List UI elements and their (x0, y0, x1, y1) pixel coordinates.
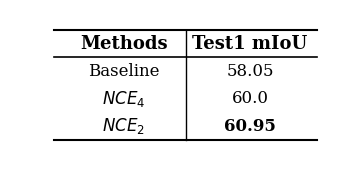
Text: $NCE_4$: $NCE_4$ (102, 89, 146, 109)
Text: Test1 mIoU: Test1 mIoU (193, 35, 308, 53)
Text: $NCE_2$: $NCE_2$ (102, 116, 145, 136)
Text: 60.0: 60.0 (232, 90, 269, 107)
Text: Methods: Methods (80, 35, 168, 53)
Text: 60.95: 60.95 (224, 118, 276, 135)
Text: Baseline: Baseline (88, 63, 160, 80)
Text: 58.05: 58.05 (226, 63, 274, 80)
